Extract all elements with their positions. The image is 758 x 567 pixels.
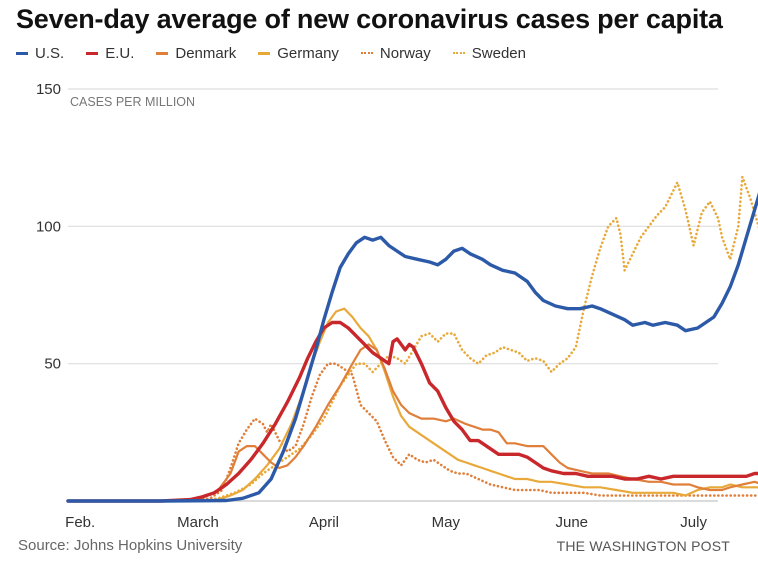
legend-label: E.U. (105, 44, 135, 62)
y-tick-label: 50 (44, 356, 61, 373)
x-tick-label: June (555, 514, 588, 531)
legend-swatch (360, 52, 373, 54)
series-line-us (66, 192, 758, 503)
legend-item-eu: E.U. (86, 45, 134, 62)
x-tick-label: Feb. (65, 514, 95, 531)
series-line-germany (66, 307, 758, 503)
series-line-norway (66, 362, 758, 503)
y-tick-label: 100 (36, 218, 61, 235)
credit-note: THE WASHINGTON POST (556, 538, 730, 554)
gridlines (68, 88, 718, 502)
series-lines (66, 175, 758, 503)
series-line-eu (66, 320, 758, 503)
legend-item-denmark: Denmark (156, 45, 236, 62)
legend-swatch (156, 51, 169, 55)
series-line-sweden (66, 175, 758, 503)
chart-legend: U.S. E.U. Denmark Germany Norway Sweden (16, 42, 548, 64)
x-tick-label: March (177, 514, 219, 531)
legend-item-sweden: Sweden (452, 44, 526, 62)
legend-label: Norway (379, 44, 431, 62)
legend-swatch (452, 52, 465, 54)
legend-swatch (86, 51, 99, 55)
legend-swatch (16, 51, 28, 55)
legend-item-germany: Germany (258, 45, 339, 62)
x-tick-label: May (432, 514, 461, 531)
series-line-denmark (66, 343, 758, 503)
legend-label: Denmark (175, 44, 237, 62)
legend-item-us: U.S. (16, 45, 64, 62)
legend-label: Sweden (471, 44, 526, 62)
legend-label: Germany (277, 44, 339, 62)
legend-swatch (258, 51, 271, 55)
axes: 50 100 150 CASES PER MILLION Feb. March April M… (36, 81, 707, 531)
x-tick-label: July (680, 514, 707, 531)
legend-label: U.S. (35, 44, 65, 62)
y-tick-label: 150 (36, 81, 61, 98)
source-note: Source: Johns Hopkins University (18, 537, 243, 554)
x-tick-label: April (309, 514, 339, 531)
y-axis-label: CASES PER MILLION (70, 95, 195, 109)
legend-item-norway: Norway (360, 44, 431, 62)
chart-title: Seven-day average of new coronavirus cas… (16, 4, 723, 34)
